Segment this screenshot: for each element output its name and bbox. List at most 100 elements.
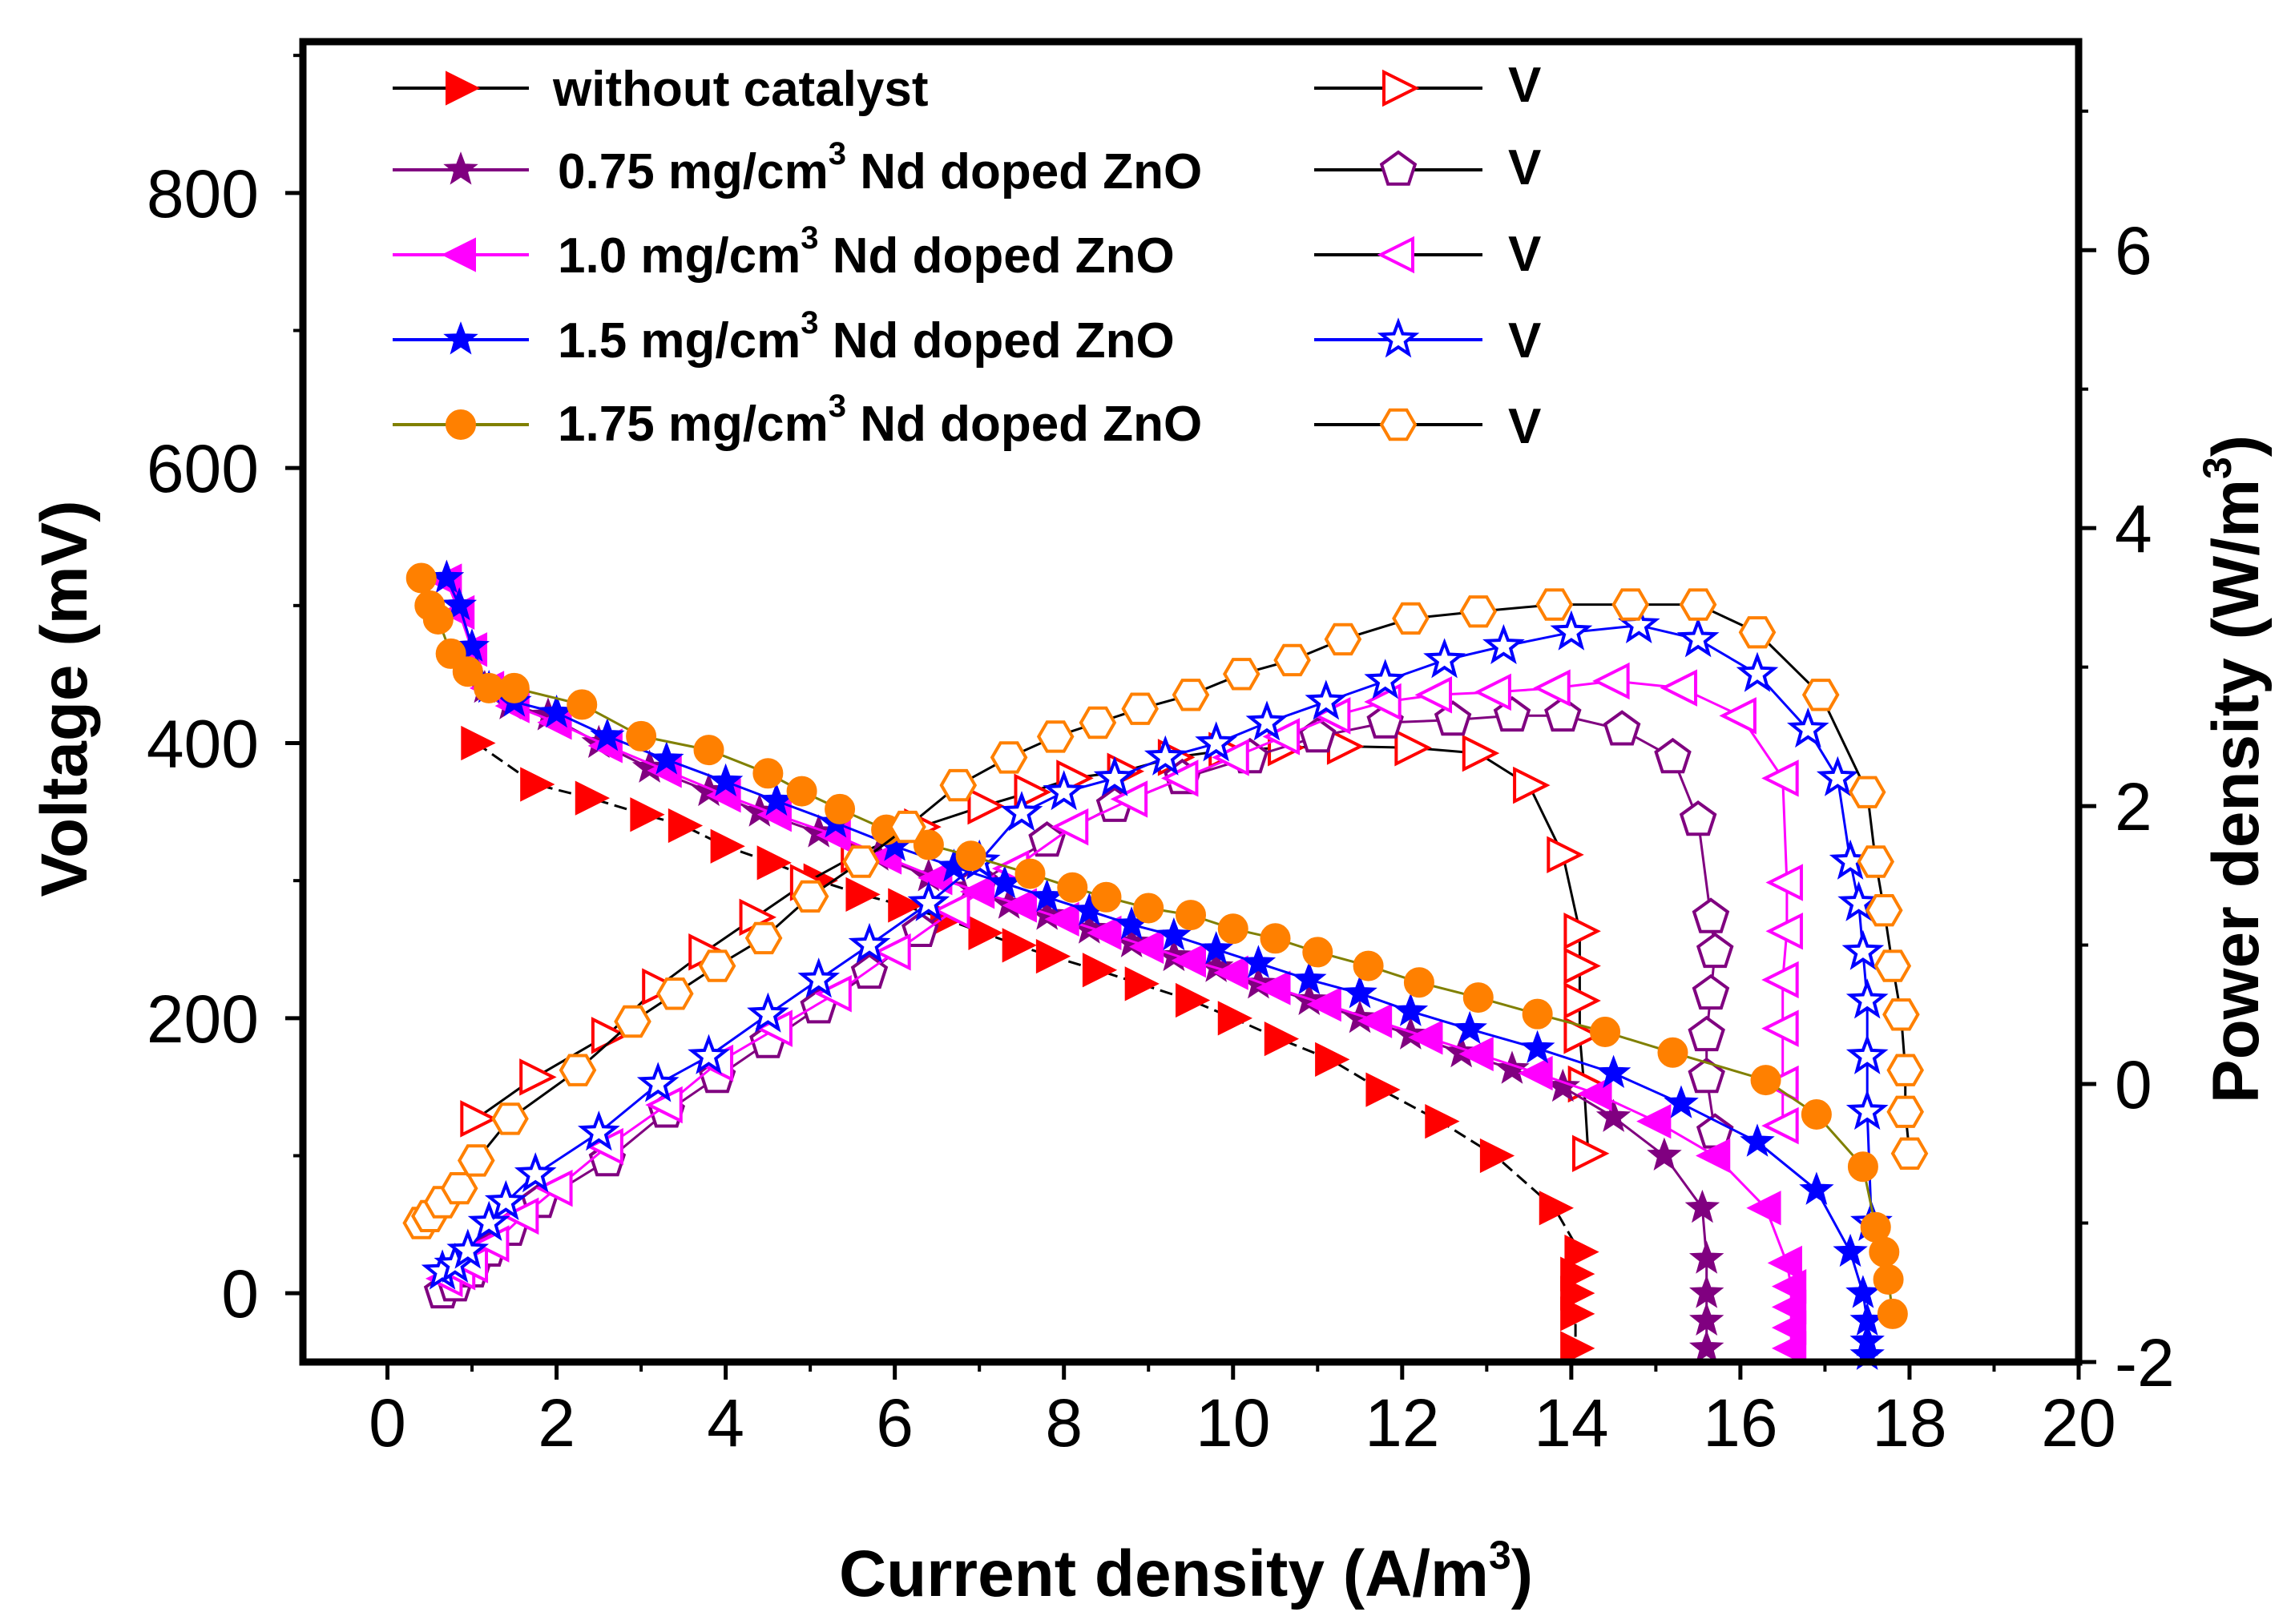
- voltage-point-3-23: [1452, 1010, 1487, 1044]
- power-point-4-15: [990, 741, 1028, 774]
- power-point-4-24: [1459, 595, 1498, 628]
- power-point-1-23: [1603, 710, 1641, 746]
- voltage-point-3-28: [1799, 1171, 1834, 1205]
- power-point-0-23: [1563, 981, 1601, 1020]
- power-point-0-20: [1547, 836, 1584, 874]
- x-tick-label-16: 16: [1703, 1385, 1777, 1461]
- legend-power-marker-3: [1377, 317, 1420, 358]
- legend-label-power-1: V: [1508, 140, 1541, 195]
- power-point-1-29: [1688, 1015, 1725, 1052]
- voltage-point-3-29: [1833, 1233, 1868, 1267]
- power-point-2-22: [1474, 673, 1511, 711]
- voltage-point-4-5: [474, 672, 505, 703]
- voltage-point-3-17: [1156, 917, 1192, 951]
- voltage-point-0-14: [1082, 953, 1118, 988]
- power-point-2-29: [1765, 912, 1803, 950]
- voltage-point-3-30: [1845, 1275, 1881, 1308]
- y-right-tick-label-2: 2: [2115, 769, 2152, 844]
- power-point-1-22: [1544, 695, 1582, 732]
- power-point-3-15: [1043, 770, 1086, 811]
- voltage-point-1-25: [1494, 1050, 1530, 1084]
- power-point-4-9: [698, 949, 736, 982]
- power-point-3-34: [1845, 1034, 1889, 1074]
- voltage-point-2-22: [1357, 1003, 1393, 1038]
- voltage-point-3-1: [442, 586, 477, 621]
- power-point-4-12: [842, 845, 880, 878]
- voltage-point-4-14: [913, 829, 944, 860]
- legend-label-power-3: V: [1508, 313, 1541, 369]
- power-point-0-26: [1571, 1134, 1610, 1173]
- power-point-2-24: [1592, 662, 1630, 700]
- voltage-point-0-15: [1124, 966, 1160, 1001]
- voltage-point-0-19: [1315, 1042, 1350, 1077]
- voltage-point-1-32: [1688, 1302, 1724, 1336]
- power-point-3-21: [1364, 659, 1407, 699]
- legend-entry-1.0: 1.0 mg/cm3 Nd doped ZnO V: [558, 220, 1541, 284]
- power-point-1-14: [1028, 821, 1066, 857]
- legend-power-marker-0: [1382, 69, 1420, 107]
- power-point-3-35: [1845, 1089, 1889, 1130]
- y-axis-left-title: Voltage (mV): [28, 500, 101, 897]
- power-point-1-20: [1434, 700, 1472, 736]
- power-line-2: [446, 679, 1789, 1280]
- voltage-point-2-15: [1044, 901, 1079, 937]
- voltage-point-4-4: [452, 656, 483, 687]
- voltage-point-1-29: [1684, 1189, 1720, 1223]
- legend-label-voltage-2: 1.0 mg/cm3 Nd doped ZnO: [558, 220, 1175, 284]
- power-point-2-12: [933, 891, 970, 929]
- voltage-point-0-6: [756, 845, 792, 881]
- power-point-0-22: [1563, 947, 1601, 985]
- voltage-point-4-19: [1133, 893, 1164, 924]
- power-point-4-21: [1273, 643, 1311, 677]
- voltage-point-0-5: [710, 828, 745, 864]
- power-point-2-17: [1212, 739, 1249, 776]
- voltage-point-2-28: [1696, 1138, 1731, 1174]
- voltage-point-4-36: [1877, 1298, 1908, 1329]
- voltage-point-3-26: [1664, 1085, 1699, 1118]
- voltage-point-3-19: [1240, 945, 1277, 978]
- voltage-point-4-21: [1217, 913, 1248, 945]
- voltage-point-0-24: [1564, 1235, 1599, 1270]
- power-point-4-35: [1886, 1054, 1925, 1086]
- voltage-point-0-21: [1425, 1103, 1460, 1139]
- power-point-2-32: [1761, 1065, 1799, 1103]
- power-point-4-10: [744, 921, 783, 955]
- power-point-4-34: [1882, 998, 1920, 1031]
- power-point-0-9: [967, 787, 1005, 825]
- power-point-4-36: [1886, 1095, 1925, 1128]
- x-tick-label-4: 4: [707, 1385, 744, 1461]
- voltage-point-0-1: [520, 767, 555, 802]
- power-point-3-23: [1482, 623, 1525, 665]
- power-point-3-28: [1787, 707, 1829, 748]
- voltage-point-3-6: [590, 718, 625, 752]
- power-point-4-3: [440, 1172, 478, 1205]
- power-point-4-8: [655, 977, 694, 1010]
- legend-power-marker-1: [1379, 150, 1418, 186]
- series-1: [423, 559, 1734, 1364]
- power-point-3-2: [446, 1228, 490, 1269]
- x-tick-label-14: 14: [1534, 1385, 1608, 1461]
- voltage-point-3-27: [1740, 1123, 1775, 1157]
- legend-label-voltage-1: 0.75 mg/cm3 Nd doped ZnO: [558, 136, 1202, 199]
- legend-entry-0.75: 0.75 mg/cm3 Nd doped ZnO V: [558, 136, 1541, 199]
- voltage-point-0-4: [668, 808, 704, 844]
- power-point-3-32: [1841, 929, 1885, 970]
- voltage-point-4-11: [786, 776, 817, 807]
- plot-frame: [299, 38, 2083, 1366]
- legend-voltage-marker-3: [443, 321, 478, 355]
- voltage-point-0-8: [845, 876, 881, 912]
- voltage-point-2-24: [1458, 1036, 1494, 1072]
- power-point-2-11: [873, 933, 911, 971]
- power-point-3-17: [1143, 735, 1187, 776]
- voltage-point-4-12: [825, 793, 856, 824]
- voltage-point-0-11: [968, 915, 1003, 951]
- power-point-3-33: [1845, 978, 1889, 1019]
- power-point-3-9: [747, 992, 789, 1033]
- power-point-0-0: [460, 1100, 498, 1138]
- x-axis-title: Current density (A/m3): [839, 1533, 1533, 1610]
- voltage-point-4-16: [1014, 858, 1046, 889]
- voltage-point-4-0: [405, 562, 437, 594]
- y-left-tick-label-800: 800: [147, 156, 259, 232]
- power-point-2-14: [1051, 808, 1089, 846]
